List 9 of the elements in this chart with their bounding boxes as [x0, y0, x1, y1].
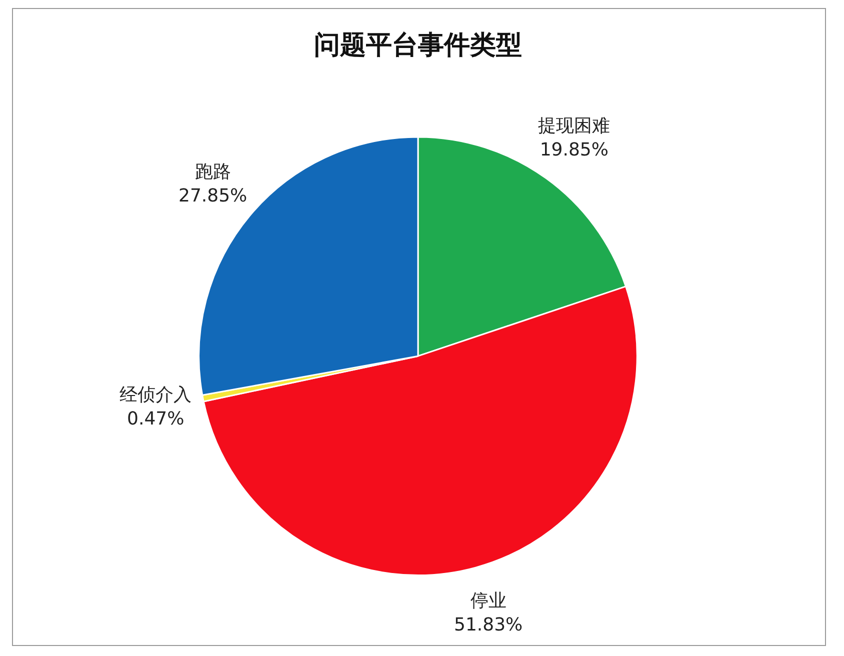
slice-label: 停业 [470, 590, 506, 612]
data-label: 19.85% [540, 140, 608, 161]
slice-label: 经侦介入 [120, 384, 192, 406]
data-label: 51.83% [454, 614, 523, 636]
chart-title: 问题平台事件类型 [314, 30, 522, 60]
data-label: 27.85% [178, 185, 248, 206]
data-label: 0.47% [127, 408, 184, 430]
slice-label: 跑路 [194, 161, 231, 182]
slice-label: 提现困难 [538, 116, 610, 137]
